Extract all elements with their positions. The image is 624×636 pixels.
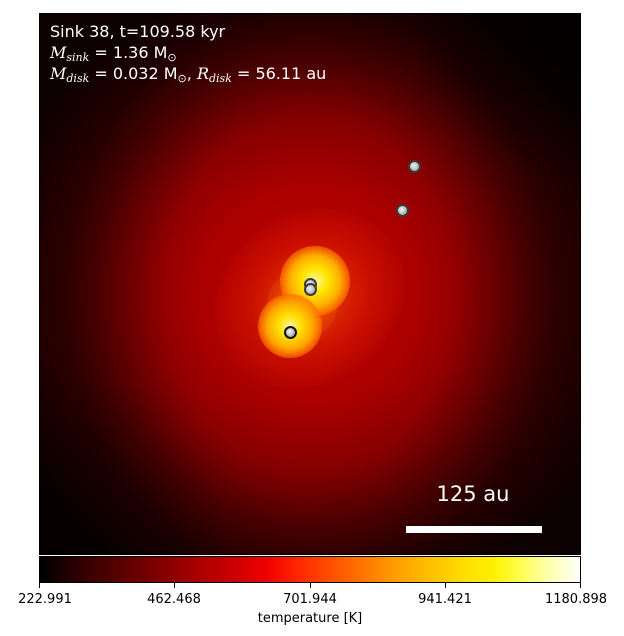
sink-marker [304,283,317,296]
sink-marker [408,160,421,173]
colorbar-tick-label: 701.944 [283,592,337,607]
temperature-map: Sink 38, t=109.58 kyr Msink = 1.36 M⊙ Md… [39,13,581,555]
colorbar-tick [310,583,311,588]
scalebar-label: 125 au [436,482,510,506]
sink-mass-label: Msink = 1.36 M⊙ [50,43,177,64]
sink-title: Sink 38, t=109.58 kyr [50,22,226,41]
colorbar-tick-label: 462.468 [147,592,201,607]
disk-properties-label: Mdisk = 0.032 M⊙, Rdisk = 56.11 au [50,64,327,85]
colorbar-tick-label: 222.991 [18,592,72,607]
colorbar-tick [445,583,446,588]
scalebar [406,526,542,533]
sink-marker-primary [284,326,297,339]
colorbar-tick [174,583,175,588]
colorbar-tick [580,583,581,588]
colorbar-title: temperature [K] [257,611,363,626]
colorbar-tick-label: 941.421 [418,592,472,607]
colorbar-tick [39,583,40,588]
colorbar [39,556,581,583]
sink-marker [396,204,409,217]
colorbar-tick-label: 1180.898 [544,592,608,607]
